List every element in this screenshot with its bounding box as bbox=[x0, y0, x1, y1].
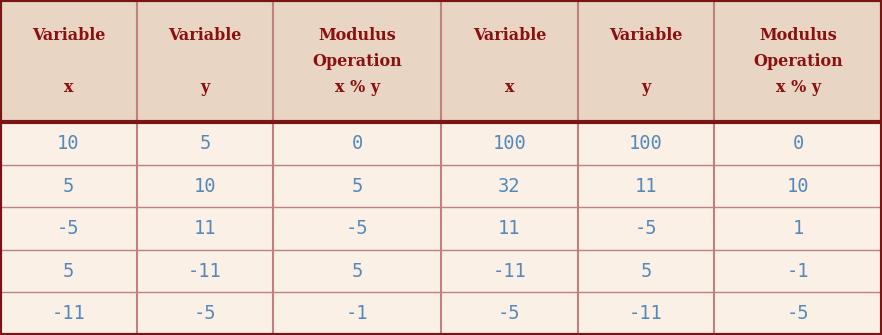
Text: -5: -5 bbox=[635, 219, 657, 238]
Text: Variable

y: Variable y bbox=[168, 26, 242, 96]
Text: 5: 5 bbox=[63, 177, 74, 196]
Text: -11: -11 bbox=[51, 304, 86, 323]
Text: Modulus
Operation
x % y: Modulus Operation x % y bbox=[312, 26, 402, 96]
Text: -5: -5 bbox=[787, 304, 810, 323]
Text: 11: 11 bbox=[635, 177, 657, 196]
Text: -1: -1 bbox=[787, 262, 810, 281]
Text: Variable

y: Variable y bbox=[609, 26, 683, 96]
Text: Variable

x: Variable x bbox=[473, 26, 546, 96]
Text: 10: 10 bbox=[787, 177, 810, 196]
Text: -11: -11 bbox=[492, 262, 527, 281]
Text: 5: 5 bbox=[352, 177, 363, 196]
Text: -5: -5 bbox=[57, 219, 79, 238]
Text: 1: 1 bbox=[793, 219, 804, 238]
Text: 5: 5 bbox=[63, 262, 74, 281]
Text: 0: 0 bbox=[793, 134, 804, 153]
Text: 10: 10 bbox=[194, 177, 216, 196]
Text: Modulus
Operation
x % y: Modulus Operation x % y bbox=[753, 26, 843, 96]
Text: 5: 5 bbox=[199, 134, 211, 153]
Text: 11: 11 bbox=[498, 219, 520, 238]
Text: 100: 100 bbox=[492, 134, 527, 153]
Text: -1: -1 bbox=[346, 304, 369, 323]
Bar bbox=[0, 0, 882, 122]
Text: 5: 5 bbox=[640, 262, 652, 281]
Text: 10: 10 bbox=[57, 134, 79, 153]
Text: -5: -5 bbox=[194, 304, 216, 323]
Text: Variable

x: Variable x bbox=[32, 26, 105, 96]
Text: 11: 11 bbox=[194, 219, 216, 238]
Text: 100: 100 bbox=[629, 134, 663, 153]
Text: 5: 5 bbox=[352, 262, 363, 281]
Text: -5: -5 bbox=[346, 219, 369, 238]
Text: -5: -5 bbox=[498, 304, 520, 323]
Text: -11: -11 bbox=[188, 262, 222, 281]
Text: -11: -11 bbox=[629, 304, 663, 323]
Text: 32: 32 bbox=[498, 177, 520, 196]
Text: 0: 0 bbox=[352, 134, 363, 153]
